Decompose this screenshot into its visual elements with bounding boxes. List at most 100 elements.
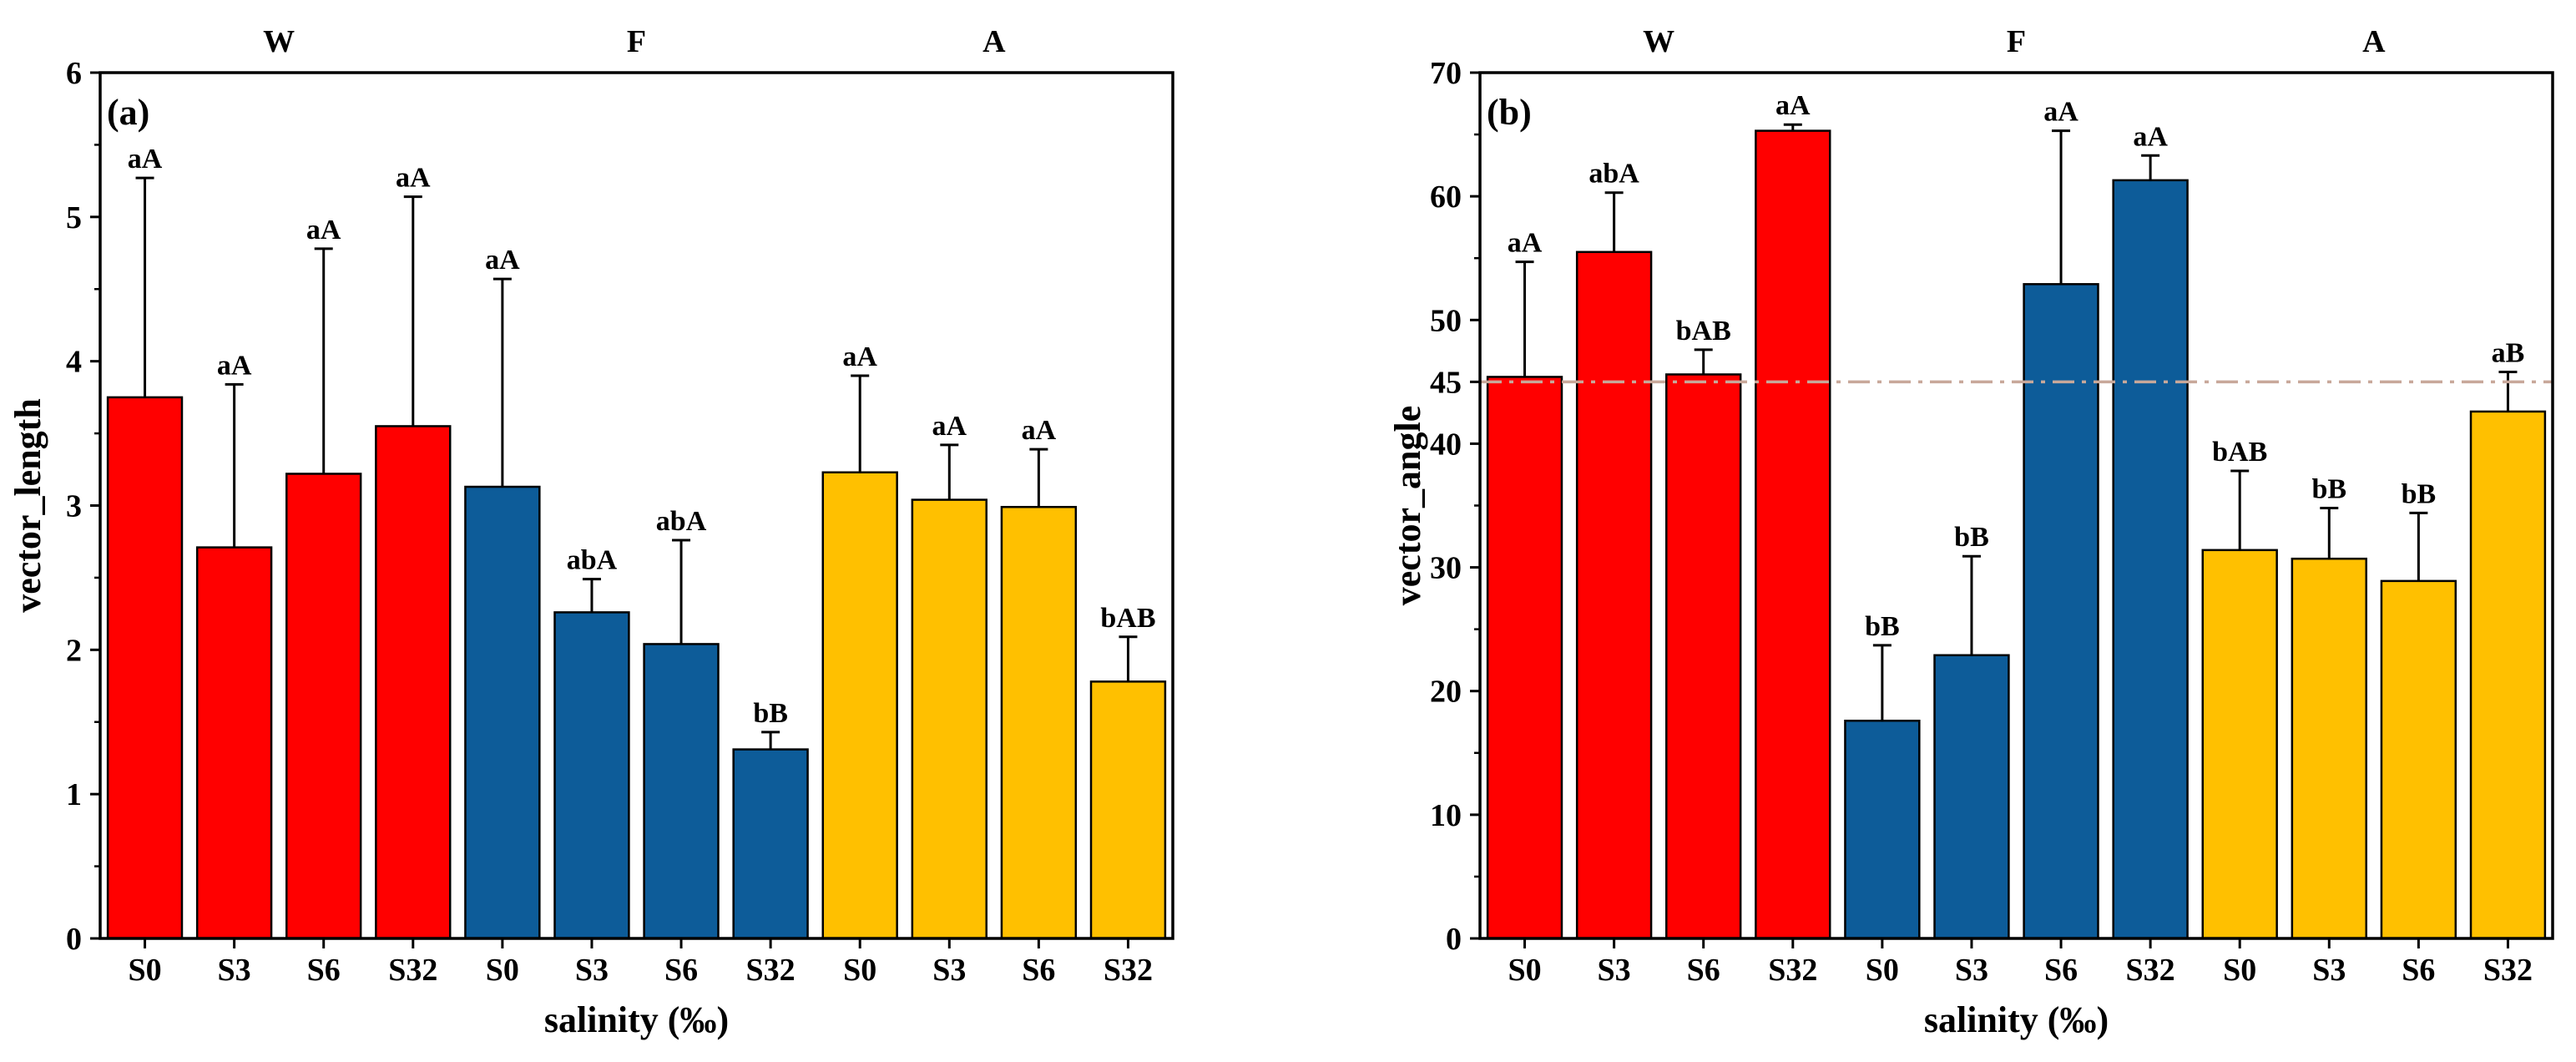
bar [464, 485, 541, 940]
x-axis-title: salinity (‰) [1924, 999, 2109, 1040]
group-label: F [2007, 24, 2026, 59]
y-tick-label: 0 [66, 922, 82, 957]
significance-label: bAB [1100, 603, 1155, 634]
group-label: A [2362, 24, 2386, 59]
bar [1755, 129, 1831, 940]
x-tick-label: S6 [664, 953, 698, 988]
significance-label: bAB [1676, 316, 1731, 346]
bar [1844, 720, 1921, 940]
x-tick-label: S0 [843, 953, 876, 988]
bar [195, 546, 273, 940]
significance-label: bB [2402, 478, 2437, 509]
significance-label: aA [2043, 97, 2078, 128]
y-tick-label: 10 [1430, 798, 1462, 833]
significance-label: bB [1865, 611, 1900, 642]
bar [553, 611, 630, 940]
bar [1933, 654, 2010, 940]
bar [2201, 549, 2278, 940]
y-tick-label: 50 [1430, 303, 1462, 338]
y-tick-label: 30 [1430, 551, 1462, 586]
significance-label: aA [1022, 415, 1057, 446]
bar [643, 643, 720, 940]
plot-frame [98, 71, 1174, 940]
significance-label: abA [1589, 159, 1639, 190]
y-tick-label: 20 [1430, 675, 1462, 710]
panel-b: aA S0 abA S3 bAB S6 aA S32 WbB S0 bB S3 aA S6 aA S32 FbA… [1387, 24, 2554, 1040]
bar [2112, 179, 2189, 940]
x-tick-label: S6 [307, 953, 341, 988]
y-tick-label: 5 [66, 200, 82, 235]
significance-label: abA [656, 506, 707, 537]
significance-label: aA [217, 350, 252, 381]
x-tick-label: S32 [2126, 953, 2175, 988]
y-tick-label: 4 [66, 345, 82, 380]
x-tick-label: S3 [932, 953, 966, 988]
significance-label: aA [128, 144, 163, 174]
bar [285, 473, 362, 940]
significance-label: bB [2311, 473, 2346, 504]
y-tick-label: 2 [66, 633, 82, 668]
y-tick-label: 1 [66, 777, 82, 812]
x-tick-label: S6 [1022, 953, 1055, 988]
y-tick-label: 3 [66, 489, 82, 524]
bar [106, 396, 184, 940]
y-axis-title: vector_length [8, 398, 48, 613]
x-tick-label: S32 [1768, 953, 1817, 988]
group-label: W [263, 24, 295, 59]
panel-label: (b) [1487, 92, 1532, 133]
x-tick-label: S3 [1598, 953, 1631, 988]
x-tick-label: S3 [575, 953, 609, 988]
y-tick-label: 70 [1430, 56, 1462, 91]
y-tick-label: 0 [1446, 922, 1462, 957]
significance-label: bAB [2212, 437, 2267, 468]
group-label: F [627, 24, 646, 59]
significance-label: aA [396, 163, 431, 194]
x-tick-label: S6 [2402, 953, 2435, 988]
bar [821, 471, 898, 940]
x-tick-label: S0 [2223, 953, 2256, 988]
significance-label: aB [2492, 338, 2525, 369]
significance-label: aA [932, 411, 967, 442]
y-tick-label: 60 [1430, 180, 1462, 215]
y-axis-title: vector_angle [1387, 406, 1428, 605]
bar [1575, 250, 1653, 940]
x-tick-label: S32 [2483, 953, 2533, 988]
panel-a: aAS0aAS3aAS6aAS32WaAS0abAS3abAS6bBS32FaA… [8, 24, 1174, 1040]
x-axis-title: salinity (‰) [544, 999, 729, 1040]
significance-label: abA [567, 545, 618, 576]
significance-label: aA [1775, 90, 1811, 121]
x-tick-label: S32 [746, 953, 796, 988]
significance-label: aA [842, 341, 877, 372]
bar [1089, 680, 1167, 940]
x-tick-label: S3 [1955, 953, 1988, 988]
group-label: A [982, 24, 1006, 59]
x-tick-label: S6 [1687, 953, 1720, 988]
bar [911, 498, 987, 940]
x-tick-label: S3 [2312, 953, 2346, 988]
plot-frame [1478, 71, 2554, 940]
x-tick-label: S32 [1104, 953, 1153, 988]
x-tick-label: S0 [486, 953, 519, 988]
x-tick-label: S0 [1508, 953, 1541, 988]
x-tick-label: S32 [388, 953, 437, 988]
bar [375, 425, 452, 940]
bar [732, 748, 809, 940]
x-tick-label: S3 [218, 953, 251, 988]
significance-label: aA [2133, 121, 2168, 152]
significance-label: bB [1954, 522, 1989, 553]
x-tick-label: S6 [2044, 953, 2078, 988]
panel-label: (a) [107, 92, 149, 133]
bar [1000, 505, 1078, 940]
x-tick-label: S0 [128, 953, 161, 988]
bar [2469, 410, 2547, 940]
y-tick-label: 40 [1430, 427, 1462, 462]
significance-label: aA [485, 245, 520, 276]
significance-label: aA [306, 215, 341, 245]
bar [1486, 376, 1563, 940]
y-tick-label: 6 [66, 56, 82, 91]
bar [2291, 557, 2367, 940]
significance-label: bB [753, 698, 788, 729]
bar [1665, 373, 1742, 940]
x-tick-label: S0 [1866, 953, 1899, 988]
